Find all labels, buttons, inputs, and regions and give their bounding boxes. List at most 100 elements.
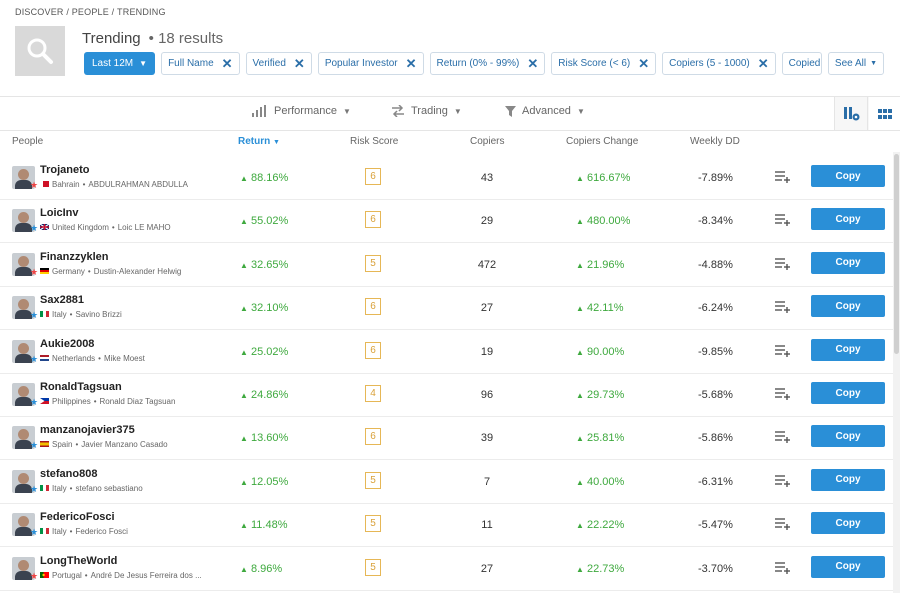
trading-dropdown[interactable]: Trading ▼ <box>391 105 462 117</box>
table-row[interactable]: ★ manzanojavier375 Spain • Javier Manzan… <box>0 416 900 461</box>
breadcrumb-people[interactable]: PEOPLE <box>71 7 109 17</box>
copiers-change-value: ▲ 480.00% <box>576 215 630 227</box>
username-link[interactable]: FedericoFosci <box>40 511 115 524</box>
up-arrow-icon: ▲ <box>240 477 248 487</box>
column-header-return-label: Return <box>238 136 271 147</box>
username-link[interactable]: manzanojavier375 <box>40 424 135 437</box>
view-settings-button[interactable] <box>834 97 869 130</box>
table-row[interactable]: ★ Trojaneto Bahrain • ABDULRAHMAN ABDULL… <box>0 156 900 200</box>
add-to-list-icon[interactable] <box>775 344 790 357</box>
table-row[interactable]: ★ Aukie2008 Netherlands • Mike Moest ▲ 2… <box>0 330 900 374</box>
avatar[interactable] <box>12 339 35 363</box>
avatar[interactable] <box>12 469 35 493</box>
add-to-list-icon[interactable] <box>775 430 790 444</box>
table-row[interactable]: ★ stefano808 Italy • stefano sebastiano … <box>0 460 900 504</box>
copy-button[interactable]: Copy <box>811 468 885 491</box>
scrollbar[interactable] <box>893 152 900 593</box>
avatar[interactable] <box>12 426 35 450</box>
close-icon[interactable]: ✕ <box>638 55 650 71</box>
fullname-label: Federico Fosci <box>75 527 128 537</box>
table-row[interactable]: ★ LoicInv United Kingdom • Loic LE MAHO … <box>0 199 900 244</box>
risk-score-badge: 5 <box>365 558 381 576</box>
copy-button[interactable]: Copy <box>811 512 885 535</box>
filter-chip-return[interactable]: Return (0% - 99%) ✕ <box>429 52 546 75</box>
filter-chip-verified[interactable]: Verified ✕ <box>245 52 312 75</box>
column-header-weekly-dd[interactable]: Weekly DD <box>690 136 740 147</box>
advanced-dropdown[interactable]: Advanced ▼ <box>505 105 585 117</box>
table-row[interactable]: ★ Sax2881 Italy • Savino Brizzi ▲ 32.10%… <box>0 286 900 331</box>
grid-view-button[interactable] <box>867 97 900 130</box>
username-link[interactable]: LongTheWorld <box>40 554 118 567</box>
avatar[interactable] <box>12 166 35 189</box>
search-button[interactable] <box>15 26 65 76</box>
copy-button[interactable]: Copy <box>811 338 885 361</box>
risk-score-badge: 6 <box>365 168 381 185</box>
close-icon[interactable]: ✕ <box>293 55 305 71</box>
column-header-return[interactable]: Return ▼ <box>238 136 280 147</box>
copiers-value: 29 <box>480 215 494 228</box>
copy-button[interactable]: Copy <box>811 555 885 578</box>
column-header-risk-score[interactable]: Risk Score <box>350 136 399 147</box>
close-icon[interactable]: ✕ <box>405 55 417 71</box>
copiers-value: 43 <box>480 172 494 184</box>
copy-button[interactable]: Copy <box>811 208 885 231</box>
period-dropdown[interactable]: Last 12M ▼ <box>84 52 156 75</box>
copy-button[interactable]: Copy <box>811 382 885 404</box>
add-to-list-icon[interactable] <box>775 517 790 531</box>
close-icon[interactable]: ✕ <box>221 55 233 71</box>
performance-dropdown[interactable]: Performance ▼ <box>252 105 351 117</box>
risk-score-badge: 5 <box>365 254 381 272</box>
copy-button[interactable]: Copy <box>811 295 885 318</box>
column-header-copiers-change[interactable]: Copiers Change <box>566 136 639 147</box>
filter-bar: Last 12M ▼ Full Name ✕ Verified ✕ Popular … <box>84 52 884 75</box>
username-link[interactable]: LoicInv <box>40 207 79 220</box>
username-link[interactable]: Finanzzyklen <box>40 250 109 263</box>
filter-chip-risk-score[interactable]: Risk Score (< 6) ✕ <box>551 52 657 75</box>
scrollbar-thumb[interactable] <box>894 154 899 354</box>
filter-chip-copied-trades[interactable]: Copied Trades (< 0 <box>781 52 822 75</box>
add-to-list-icon[interactable] <box>775 387 790 400</box>
username-link[interactable]: stefano808 <box>40 467 98 480</box>
copiers-change-value: ▲ 42.11% <box>576 302 623 314</box>
table-row[interactable]: ★ RonaldTagsuan Philippines • Ronald Dia… <box>0 373 900 417</box>
username-link[interactable]: Sax2881 <box>40 294 85 307</box>
separator-dot: • <box>69 527 73 537</box>
avatar[interactable] <box>12 296 35 320</box>
close-icon[interactable]: ✕ <box>527 55 539 71</box>
return-text: 12.05% <box>250 475 289 488</box>
star-icon: ★ <box>30 180 39 190</box>
table-row[interactable]: ★ FedericoFosci Italy • Federico Fosci ▲… <box>0 503 900 548</box>
filter-chip-popular-investor[interactable]: Popular Investor ✕ <box>317 52 424 75</box>
filter-chip-copiers[interactable]: Copiers (5 - 1000) ✕ <box>662 52 776 75</box>
username-link[interactable]: Aukie2008 <box>40 337 95 350</box>
add-to-list-icon[interactable] <box>775 561 790 574</box>
table-row[interactable]: ★ Finanzzyklen Germany • Dustin-Alexande… <box>0 243 900 287</box>
copy-button[interactable]: Copy <box>811 165 885 187</box>
username-link[interactable]: Trojaneto <box>40 164 90 176</box>
table-row[interactable]: ★ LongTheWorld Portugal • André De Jesus… <box>0 547 900 591</box>
advanced-label: Advanced <box>522 105 571 117</box>
column-header-people[interactable]: People <box>12 136 44 147</box>
column-header-copiers[interactable]: Copiers <box>470 136 505 147</box>
breadcrumb-discover[interactable]: DISCOVER <box>15 7 64 17</box>
add-to-list-icon[interactable] <box>775 474 790 487</box>
filter-chip-full-name[interactable]: Full Name ✕ <box>161 52 240 75</box>
see-all-dropdown[interactable]: See All ▼ <box>827 52 884 75</box>
copiers-change-value: ▲ 29.73% <box>576 389 624 401</box>
avatar[interactable] <box>12 556 35 580</box>
add-to-list-icon[interactable] <box>775 213 790 227</box>
copiers-value: 27 <box>480 302 494 315</box>
add-to-list-icon[interactable] <box>775 300 790 314</box>
avatar[interactable] <box>12 513 35 537</box>
copy-button[interactable]: Copy <box>811 251 885 274</box>
avatar[interactable] <box>12 209 35 233</box>
copy-button[interactable]: Copy <box>811 425 885 448</box>
add-to-list-icon[interactable] <box>775 257 790 270</box>
avatar[interactable] <box>12 383 35 406</box>
avatar[interactable] <box>12 252 35 276</box>
username-link[interactable]: RonaldTagsuan <box>40 381 122 393</box>
country-label: Italy <box>52 483 67 493</box>
add-to-list-icon[interactable] <box>775 170 790 183</box>
close-icon[interactable]: ✕ <box>757 55 769 71</box>
user-subtitle: United Kingdom • Loic LE MAHO <box>40 223 171 232</box>
